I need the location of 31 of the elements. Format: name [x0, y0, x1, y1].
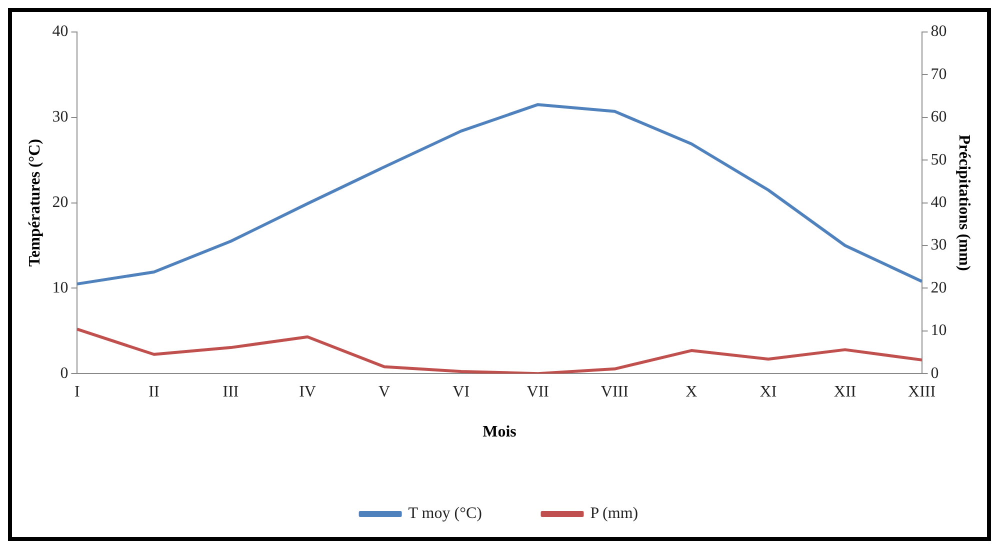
y2-tick-label: 50: [930, 151, 947, 168]
y2-tick-label: 30: [930, 236, 947, 254]
y-tick-label: 40: [52, 23, 68, 40]
y2-axis-title: Précipitations (mm): [955, 134, 972, 272]
x-tick-label: II: [148, 383, 160, 400]
x-tick-label: XIII: [908, 383, 936, 400]
y-tick-label: 30: [52, 108, 68, 126]
y2-tick-label: 70: [930, 66, 947, 83]
x-tick-label: XII: [834, 383, 856, 400]
x-tick-label: V: [378, 383, 391, 400]
x-axis-title: Mois: [482, 424, 516, 441]
y2-tick-label: 40: [930, 194, 947, 212]
y-tick-label: 20: [52, 194, 68, 212]
x-tick-label: VIII: [600, 383, 628, 400]
x-tick-label: XI: [760, 383, 777, 400]
x-tick-label: I: [74, 383, 80, 400]
y2-tick-label: 10: [930, 322, 947, 340]
legend-label: P (mm): [590, 505, 638, 522]
y-axis-title: Températures (°C): [26, 138, 44, 267]
legend-label: T moy (°C): [408, 505, 482, 522]
y2-tick-label: 80: [930, 23, 947, 40]
y2-tick-label: 60: [930, 108, 947, 126]
x-tick-label: VI: [452, 383, 470, 400]
y2-tick-label: 0: [930, 364, 939, 382]
x-tick-label: IV: [299, 383, 316, 400]
y2-tick-label: 20: [930, 279, 947, 296]
x-tick-label: III: [222, 383, 239, 400]
x-tick-label: VII: [526, 383, 549, 400]
y-tick-label: 0: [60, 364, 68, 382]
x-tick-label: X: [686, 383, 698, 400]
y-tick-label: 10: [52, 279, 68, 296]
